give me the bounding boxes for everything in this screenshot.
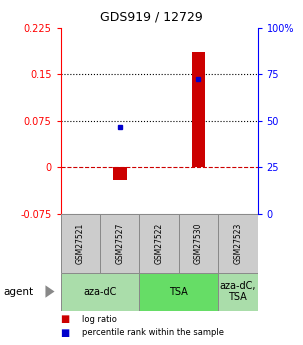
Text: TSA: TSA bbox=[169, 287, 188, 296]
Text: percentile rank within the sample: percentile rank within the sample bbox=[82, 328, 224, 337]
Text: agent: agent bbox=[3, 287, 33, 296]
Bar bbox=[179, 214, 218, 273]
Text: aza-dC,
TSA: aza-dC, TSA bbox=[220, 281, 256, 302]
Text: GSM27527: GSM27527 bbox=[115, 223, 124, 264]
Text: ■: ■ bbox=[61, 314, 70, 324]
Bar bbox=[139, 214, 179, 273]
Polygon shape bbox=[45, 285, 55, 298]
Text: GSM27530: GSM27530 bbox=[194, 223, 203, 264]
Text: log ratio: log ratio bbox=[82, 315, 117, 324]
Text: GSM27521: GSM27521 bbox=[76, 223, 85, 264]
Bar bbox=[61, 214, 100, 273]
Bar bbox=[139, 273, 218, 310]
Bar bbox=[218, 214, 258, 273]
Text: aza-dC: aza-dC bbox=[83, 287, 117, 296]
Bar bbox=[100, 214, 139, 273]
Bar bbox=[113, 167, 127, 180]
Text: ■: ■ bbox=[61, 328, 70, 338]
Bar bbox=[218, 273, 258, 310]
Bar bbox=[191, 52, 205, 167]
Text: GDS919 / 12729: GDS919 / 12729 bbox=[100, 10, 203, 23]
Bar bbox=[61, 273, 139, 310]
Text: GSM27523: GSM27523 bbox=[233, 223, 242, 264]
Text: GSM27522: GSM27522 bbox=[155, 223, 164, 264]
